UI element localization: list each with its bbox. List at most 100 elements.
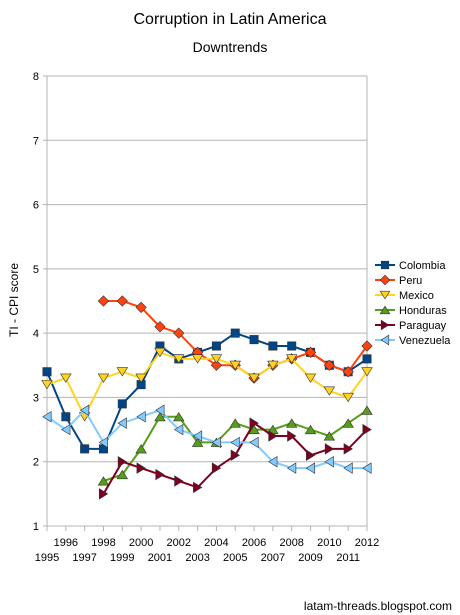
y-axis-label: TI - CPI score [7, 263, 21, 337]
data-point [154, 321, 166, 333]
legend-label: Peru [399, 275, 422, 287]
data-point [42, 410, 52, 423]
data-point [117, 399, 127, 409]
x-tick-label: 2000 [129, 537, 153, 549]
legend-item-honduras: Honduras [375, 305, 447, 317]
data-point [324, 443, 335, 455]
data-point [285, 354, 298, 364]
data-point [248, 373, 260, 383]
x-tick-label: 2010 [317, 537, 341, 549]
x-tick-label: 1997 [72, 552, 96, 564]
data-point [324, 455, 334, 468]
data-point [287, 430, 297, 442]
data-point [61, 423, 71, 436]
data-point [191, 437, 204, 447]
data-point [286, 462, 297, 474]
data-point [61, 412, 71, 422]
data-point [211, 436, 221, 449]
data-point [323, 386, 336, 396]
data-point [174, 475, 184, 487]
data-point [193, 481, 203, 494]
data-point [323, 431, 336, 441]
x-tick-label: 2007 [261, 552, 285, 564]
data-point [97, 295, 110, 307]
data-point [155, 468, 165, 481]
data-point [116, 469, 129, 480]
legend-item-mexico: Mexico [375, 290, 434, 302]
data-point [342, 418, 354, 428]
x-tick-label: 2004 [204, 537, 228, 549]
data-point [229, 418, 241, 428]
data-point [304, 424, 317, 435]
legend-label: Paraguay [399, 320, 447, 332]
series-venezuela [42, 404, 372, 474]
legend: Colombia Peru Mexico Honduras Paraguay Venezu… [375, 260, 451, 347]
data-point [285, 418, 298, 428]
y-tick-label: 4 [33, 328, 39, 340]
data-point [304, 346, 317, 359]
data-point [362, 354, 372, 364]
data-point [173, 423, 184, 436]
y-tick-label: 6 [33, 200, 39, 212]
data-point [117, 417, 127, 429]
x-tick-label: 2012 [355, 537, 379, 549]
y-tick-label: 7 [33, 135, 39, 147]
series-line-mexico [46, 351, 368, 419]
grid [47, 75, 367, 527]
data-point [97, 476, 110, 486]
chart-title: Corruption in Latin America [134, 11, 327, 28]
legend-marker [379, 290, 391, 300]
legend-label: Venezuela [399, 335, 451, 347]
x-tick-label: 1996 [54, 537, 78, 549]
data-point [98, 436, 108, 449]
chart-subtitle: Downtrends [193, 39, 268, 55]
data-point [229, 360, 241, 371]
series-mexico [41, 347, 373, 422]
data-point [249, 417, 259, 429]
legend-item-venezuela: Venezuela [375, 334, 451, 347]
data-point [41, 380, 53, 390]
data-point [342, 366, 354, 378]
axes [46, 76, 368, 527]
data-point [268, 341, 278, 351]
data-point [173, 354, 185, 364]
series-group [41, 295, 373, 500]
x-tick-label: 2005 [223, 552, 247, 564]
x-tick-label: 1998 [91, 537, 115, 549]
x-tick-label: 2008 [279, 537, 303, 549]
data-point [361, 340, 373, 352]
data-point [230, 328, 240, 338]
data-point [173, 411, 185, 422]
data-point [135, 373, 147, 383]
source-credit: latam-threads.blogspot.com [303, 599, 452, 613]
legend-label: Colombia [399, 260, 446, 272]
x-tick-label: 2001 [148, 552, 172, 564]
data-point [287, 341, 297, 351]
data-point [116, 295, 128, 307]
data-point [268, 430, 278, 442]
data-point [117, 455, 128, 468]
data-point [342, 392, 354, 403]
data-point [136, 410, 146, 423]
series-paraguay [98, 417, 372, 500]
data-point [211, 462, 222, 474]
data-point [98, 488, 109, 500]
data-point [361, 367, 373, 377]
data-point [155, 404, 165, 417]
data-point [136, 462, 146, 474]
legend-label: Honduras [399, 305, 447, 317]
data-point [343, 462, 353, 474]
data-point [249, 335, 259, 345]
data-point [211, 341, 221, 351]
y-tick-label: 3 [33, 392, 39, 404]
data-point [249, 436, 259, 449]
data-point [192, 430, 203, 442]
data-point [210, 354, 223, 364]
legend-marker [379, 305, 391, 315]
data-point [305, 462, 316, 474]
data-point [267, 360, 279, 371]
x-ticks: 1996 1998 2000 2002 2004 2006 2008 2010 2012 1995… [35, 526, 379, 564]
x-tick-label: 1995 [35, 552, 59, 564]
legend-label: Mexico [399, 290, 434, 302]
